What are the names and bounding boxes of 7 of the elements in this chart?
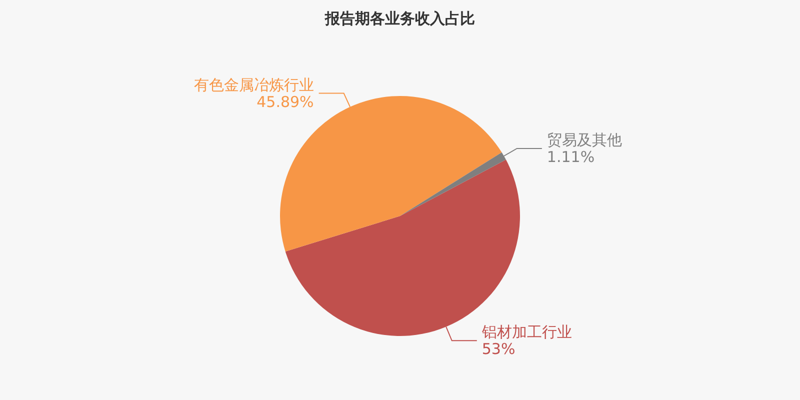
slice-label: 贸易及其他 [546,131,622,150]
slice-label: 铝材加工行业 [480,323,572,342]
data-label: 45.89% [256,92,314,111]
data-label: 1.11% [546,148,595,166]
data-label: 53% [482,340,516,358]
chart-title: 报告期各业务收入占比 [324,10,475,28]
slice-label: 有色金属冶炼行业 [194,76,314,94]
